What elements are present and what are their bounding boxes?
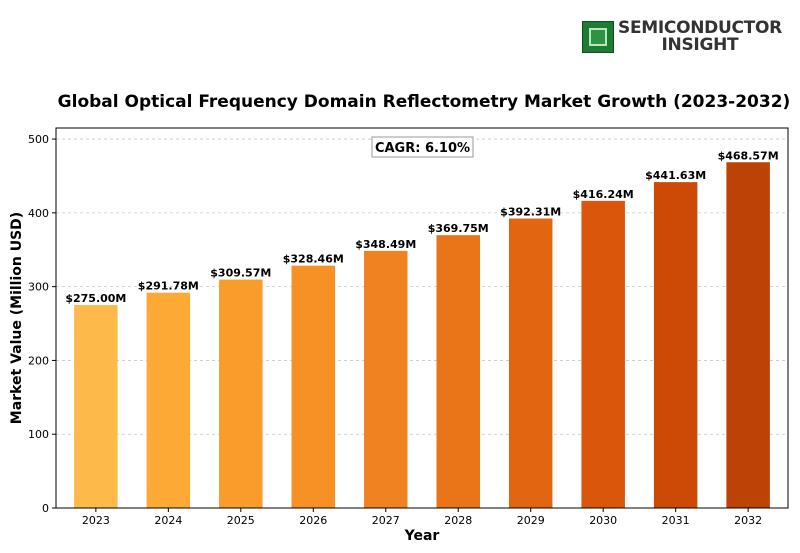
data-label-2026: $328.46M bbox=[283, 253, 344, 266]
bar-2026 bbox=[291, 265, 336, 508]
cagr-annotation: CAGR: 6.10% bbox=[371, 136, 474, 158]
data-labels: $275.00M $291.78M $309.57M $328.46M $348.49M… bbox=[65, 149, 778, 305]
bar-2032 bbox=[726, 162, 770, 508]
x-tick-label-2032: 2032 bbox=[734, 514, 762, 527]
x-tick-label-2027: 2027 bbox=[372, 514, 400, 527]
data-label-2032: $468.57M bbox=[718, 149, 779, 162]
x-tick-label-2029: 2029 bbox=[517, 514, 545, 527]
data-label-2029: $392.31M bbox=[500, 206, 561, 219]
cagr-text: CAGR: 6.10% bbox=[375, 141, 470, 156]
x-tick-label-2023: 2023 bbox=[82, 514, 110, 527]
bar-2028 bbox=[436, 235, 480, 509]
bar-2030 bbox=[581, 200, 625, 508]
x-tick-label-2030: 2030 bbox=[589, 514, 617, 527]
x-axis-ticks: 2023 2024 2025 2026 2027 2028 2029 2030 2031 2032 bbox=[82, 508, 762, 527]
x-tick-label-2024: 2024 bbox=[154, 514, 182, 527]
bar-2027 bbox=[364, 250, 408, 508]
logo: SEMICONDUCTOR INSIGHT bbox=[582, 20, 782, 54]
y-tick-label: 100 bbox=[28, 428, 49, 441]
y-tick-label: 200 bbox=[28, 354, 49, 367]
logo-line1: SEMICONDUCTOR bbox=[618, 18, 782, 38]
logo-line2: INSIGHT bbox=[661, 35, 739, 55]
chip-icon bbox=[582, 21, 614, 53]
bar-2023 bbox=[74, 305, 118, 508]
y-tick-label: 400 bbox=[28, 207, 49, 220]
y-tick-label: 500 bbox=[28, 133, 49, 146]
x-tick-label-2026: 2026 bbox=[299, 514, 327, 527]
bar-2031 bbox=[653, 182, 698, 508]
chart-title: Global Optical Frequency Domain Reflecto… bbox=[57, 92, 791, 112]
data-label-2028: $369.75M bbox=[428, 222, 489, 235]
x-axis-label: Year bbox=[404, 528, 440, 544]
data-label-2030: $416.24M bbox=[573, 188, 634, 201]
bar-2025 bbox=[219, 279, 263, 508]
plot-frame bbox=[55, 127, 789, 509]
x-tick-label-2031: 2031 bbox=[662, 514, 690, 527]
data-label-2027: $348.49M bbox=[355, 238, 416, 251]
y-tick-label: 0 bbox=[42, 502, 49, 515]
y-tick-label: 300 bbox=[28, 281, 49, 294]
bar-2029 bbox=[508, 218, 553, 508]
y-axis-label: Market Value (Million USD) bbox=[9, 212, 25, 424]
y-axis-ticks: 0 100 200 300 400 500 bbox=[28, 133, 56, 515]
data-label-2025: $309.57M bbox=[210, 267, 271, 280]
data-label-2023: $275.00M bbox=[65, 292, 126, 305]
x-tick-label-2025: 2025 bbox=[227, 514, 255, 527]
data-label-2024: $291.78M bbox=[138, 280, 199, 293]
bars bbox=[74, 162, 770, 509]
x-tick-label-2028: 2028 bbox=[444, 514, 472, 527]
bar-2024 bbox=[146, 292, 191, 508]
logo-text: SEMICONDUCTOR INSIGHT bbox=[618, 20, 782, 54]
data-label-2031: $441.63M bbox=[645, 169, 706, 182]
